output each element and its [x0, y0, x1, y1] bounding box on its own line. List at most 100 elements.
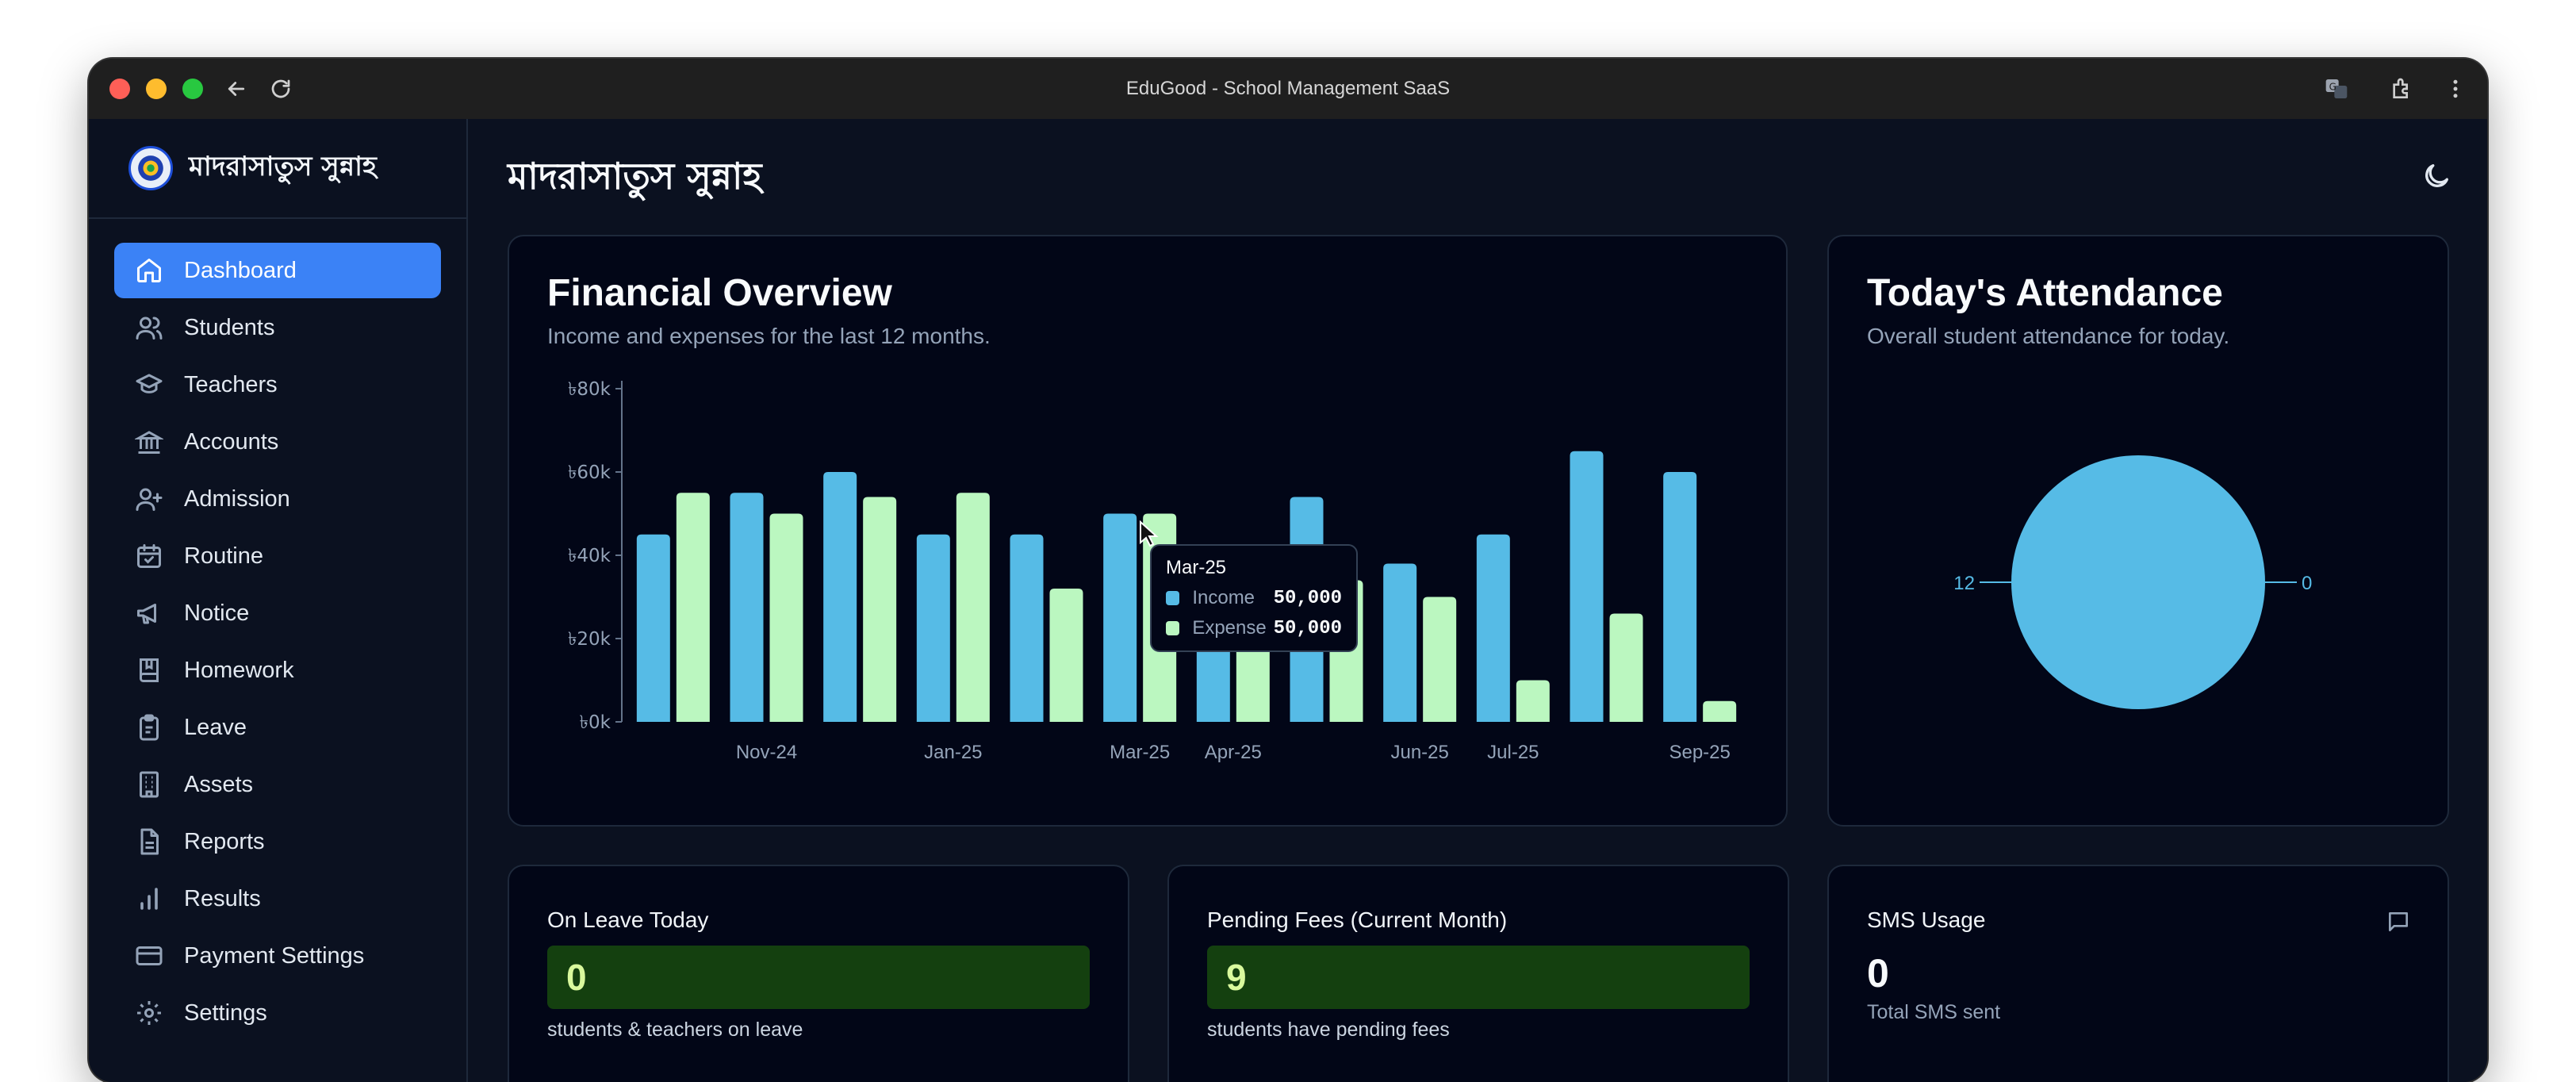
expense-bar[interactable]: [863, 497, 897, 723]
income-bar[interactable]: [916, 534, 950, 722]
school-logo-icon: [128, 146, 173, 190]
x-tick-label: Jan-25: [924, 742, 982, 763]
sidebar-item-students[interactable]: Students: [114, 300, 441, 355]
brand[interactable]: মাদরাসাতুস সুন্নাহ: [89, 119, 466, 219]
income-bar[interactable]: [823, 472, 857, 722]
home-icon: [137, 259, 161, 282]
sidebar-item-routine[interactable]: Routine: [114, 528, 441, 584]
sidebar: মাদরাসাতুস সুন্নাহ Dashboard Students Te…: [89, 119, 468, 1082]
stat-note: Total SMS sent: [1867, 1001, 2001, 1023]
on-leave-card: On Leave Today 0 students & teachers on …: [508, 865, 1129, 1082]
sidebar-item-label: Homework: [184, 657, 294, 683]
sidebar-item-label: Assets: [184, 771, 254, 797]
expense-bar[interactable]: [956, 493, 990, 722]
stat-value: 0: [547, 946, 1090, 1009]
stat-note: students have pending fees: [1207, 1019, 1450, 1041]
expense-bar[interactable]: [1609, 613, 1643, 723]
x-tick-label: Apr-25: [1205, 742, 1262, 763]
tooltip-income-value: 50,000: [1273, 587, 1342, 609]
expense-bar[interactable]: [1516, 680, 1550, 723]
users-icon: [136, 317, 163, 340]
sidebar-item-payment-settings[interactable]: Payment Settings: [114, 928, 441, 984]
attendance-card: Today's Attendance Overall student atten…: [1827, 235, 2449, 827]
megaphone-icon: [137, 604, 156, 624]
card-subtitle: Income and expenses for the last 12 mont…: [547, 324, 991, 348]
income-bar[interactable]: [1663, 472, 1697, 722]
income-bar[interactable]: [636, 534, 670, 722]
sidebar-item-reports[interactable]: Reports: [114, 814, 441, 869]
y-tick-label: ৳40k: [568, 546, 611, 566]
expense-bar[interactable]: [1703, 700, 1737, 722]
translate-icon[interactable]: G: [2321, 73, 2352, 105]
clipboard-icon: [140, 714, 159, 741]
bank-icon: [135, 431, 163, 454]
stat-label: SMS Usage: [1867, 907, 1986, 932]
sidebar-item-homework[interactable]: Homework: [114, 643, 441, 698]
tooltip-income-row: Income 50,000: [1166, 587, 1342, 609]
maximize-window-button[interactable]: [182, 79, 203, 99]
pie-slice-present[interactable]: [2011, 455, 2265, 709]
income-bar[interactable]: [1103, 513, 1137, 723]
sidebar-item-label: Reports: [184, 828, 265, 854]
sidebar-item-accounts[interactable]: Accounts: [114, 414, 441, 470]
sidebar-menu: Dashboard Students Teachers Accounts Adm…: [89, 219, 466, 1066]
message-icon[interactable]: [2386, 909, 2411, 934]
tooltip-expense-row: Expense 50,000: [1166, 617, 1342, 639]
more-menu-icon[interactable]: [2440, 73, 2471, 105]
card-title: Today's Attendance: [1867, 272, 2223, 314]
main-content: মাদরাসাতুস সুন্নাহ Financial Overview In…: [470, 119, 2487, 1082]
income-bar[interactable]: [1010, 534, 1044, 722]
y-tick-label: ৳80k: [568, 379, 611, 400]
brand-name: মাদরাসাতুস সুন্নাহ: [189, 150, 377, 182]
sidebar-item-label: Students: [184, 314, 275, 340]
back-arrow-icon[interactable]: [220, 73, 252, 105]
sidebar-item-leave[interactable]: Leave: [114, 700, 441, 755]
financial-bar-chart[interactable]: ৳0k ৳20k ৳40k ৳60k ৳80k Nov-24 Jan-25 Mar-25 Apr…: [509, 379, 1786, 792]
stat-label: On Leave Today: [547, 907, 709, 932]
expense-swatch: [1166, 621, 1180, 635]
stat-value: 9: [1207, 946, 1750, 1009]
sidebar-item-label: Routine: [184, 543, 263, 569]
sidebar-item-notice[interactable]: Notice: [114, 585, 441, 641]
sidebar-item-label: Settings: [184, 1000, 267, 1026]
y-tick-label: ৳20k: [568, 629, 611, 650]
expense-bar[interactable]: [1423, 597, 1457, 723]
financial-overview-card: Financial Overview Income and expenses f…: [508, 235, 1788, 827]
minimize-window-button[interactable]: [146, 79, 167, 99]
attendance-pie-chart[interactable]: 12 0: [1829, 395, 2448, 792]
graduation-cap-icon: [136, 374, 163, 393]
moon-icon: [2425, 164, 2448, 187]
bar-chart-icon: [140, 888, 158, 910]
sidebar-item-label: Payment Settings: [184, 942, 365, 969]
theme-toggle-button[interactable]: [2417, 157, 2455, 195]
expense-bar[interactable]: [676, 493, 710, 722]
sidebar-item-label: Dashboard: [184, 257, 297, 283]
income-swatch: [1166, 591, 1180, 605]
income-bar[interactable]: [730, 493, 764, 722]
sidebar-item-assets[interactable]: Assets: [114, 757, 441, 812]
x-tick-label: Nov-24: [736, 742, 797, 763]
file-text-icon: [140, 828, 159, 855]
income-bar[interactable]: [1570, 451, 1604, 722]
stat-label: Pending Fees (Current Month): [1207, 907, 1508, 932]
page-title: মাদরাসাতুস সুন্নাহ: [508, 155, 762, 198]
x-tick-label: Jun-25: [1390, 742, 1448, 763]
reload-icon[interactable]: [265, 73, 297, 105]
browser-window: EduGood - School Management SaaS G মাদরা…: [89, 59, 2487, 1082]
sidebar-item-admission[interactable]: Admission: [114, 471, 441, 527]
sidebar-item-settings[interactable]: Settings: [114, 985, 441, 1041]
expense-bar[interactable]: [769, 513, 803, 723]
x-tick-label: Jul-25: [1487, 742, 1539, 763]
x-tick-label: Sep-25: [1669, 742, 1730, 763]
sidebar-item-label: Notice: [184, 600, 250, 626]
sidebar-item-dashboard[interactable]: Dashboard: [114, 243, 441, 298]
expense-bar[interactable]: [1049, 589, 1083, 722]
sidebar-item-results[interactable]: Results: [114, 871, 441, 927]
close-window-button[interactable]: [109, 79, 130, 99]
sidebar-item-label: Results: [184, 885, 261, 911]
extensions-icon[interactable]: [2386, 73, 2417, 105]
income-bar[interactable]: [1476, 534, 1510, 722]
building-icon: [140, 771, 159, 798]
income-bar[interactable]: [1383, 563, 1417, 723]
sidebar-item-teachers[interactable]: Teachers: [114, 357, 441, 412]
